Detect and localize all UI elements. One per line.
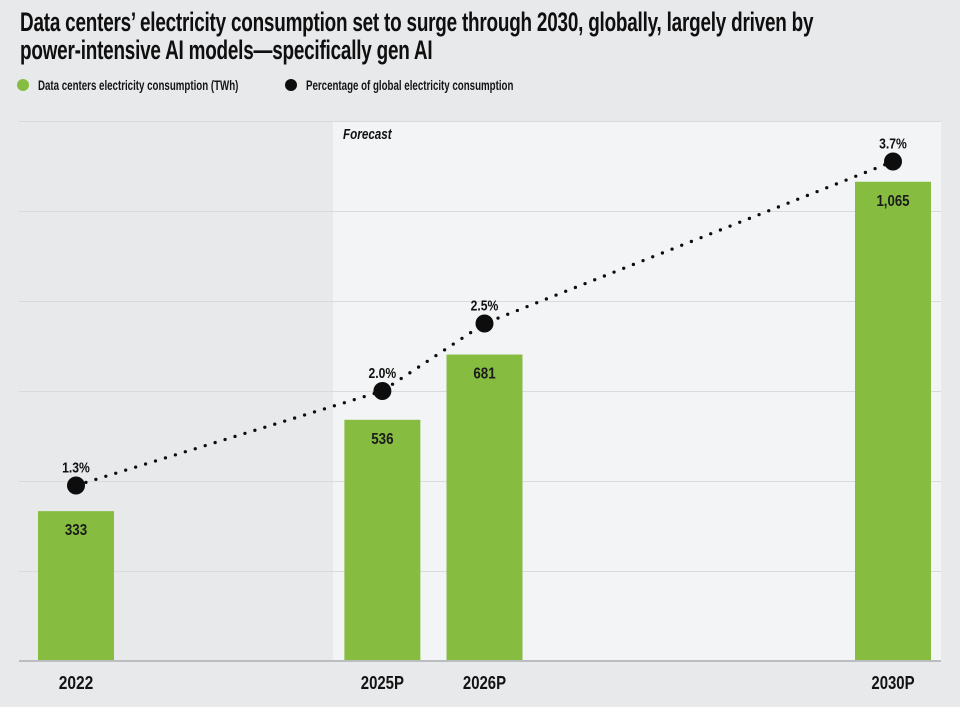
- x-axis-label-2025P: 2025P: [361, 673, 404, 693]
- bar-value-label-2022: 333: [65, 522, 88, 539]
- pct-label-2030P: 3.7%: [879, 136, 907, 153]
- legend-label-percentage: Percentage of global electricity consump…: [306, 77, 514, 93]
- pct-point-2026P: [475, 314, 494, 333]
- legend-swatch-black-circle-icon: [285, 79, 297, 91]
- chart-title-line2: power-intensive AI models—specifically g…: [20, 34, 433, 65]
- chart-title-line1: Data centers’ electricity consumption se…: [20, 7, 814, 37]
- legend-swatch-green-circle-icon: [17, 79, 29, 91]
- bar-2025P: [344, 419, 421, 661]
- x-axis-label-2026P: 2026P: [463, 673, 506, 693]
- bar-2026P: [446, 354, 523, 661]
- bar-value-label-2030P: 1,065: [876, 193, 909, 210]
- bar-value-label-2026P: 681: [473, 366, 496, 383]
- legend-item-percentage: Percentage of global electricity consump…: [285, 77, 594, 93]
- pct-point-2030P: [884, 152, 902, 171]
- pct-label-2026P: 2.5%: [471, 298, 499, 315]
- x-axis-label-2030P: 2030P: [871, 673, 914, 693]
- bar-value-label-2025P: 536: [371, 431, 394, 448]
- chart-title: Data centers’ electricity consumption se…: [20, 7, 814, 65]
- forecast-label: Forecast: [343, 127, 393, 143]
- bar-2022: [38, 511, 114, 661]
- x-axis-label-2022: 2022: [59, 673, 94, 693]
- pct-label-2022: 1.3%: [62, 460, 90, 477]
- pct-point-2022: [67, 476, 85, 495]
- pct-point-2025P: [373, 382, 392, 400]
- legend-label-bars: Data centers electricity consumption (TW…: [38, 77, 239, 93]
- legend-item-bars: Data centers electricity consumption (TW…: [17, 77, 316, 93]
- pct-label-2025P: 2.0%: [369, 365, 397, 382]
- bar-2030P: [855, 181, 931, 661]
